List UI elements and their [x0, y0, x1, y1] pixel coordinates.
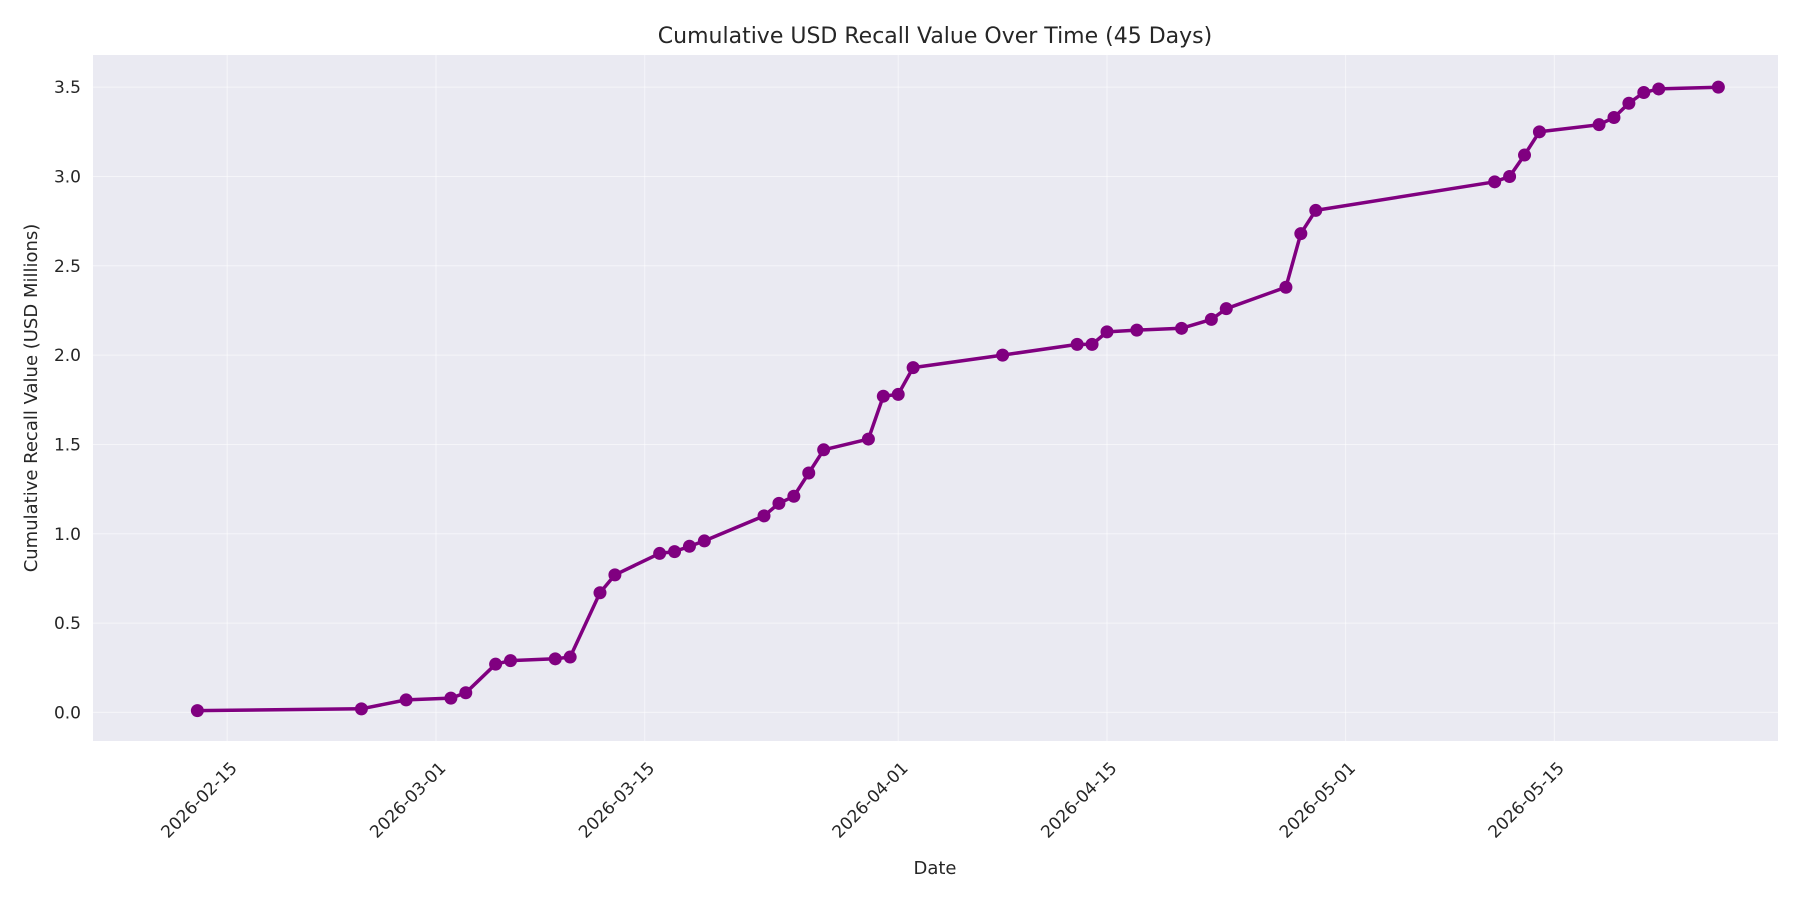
- data-point: [1070, 337, 1084, 351]
- data-point: [1711, 80, 1725, 94]
- data-point: [1309, 203, 1323, 217]
- data-point: [563, 650, 577, 664]
- data-point: [697, 534, 711, 548]
- data-point: [1518, 148, 1532, 162]
- data-point: [1130, 323, 1144, 337]
- y-tick-label: 1.0: [54, 525, 81, 545]
- data-point: [504, 654, 518, 668]
- x-grid-lines: [226, 55, 1555, 741]
- x-axis-ticks: 2026-02-15 2026-03-01 2026-03-15 2026-04-01…: [158, 759, 1569, 843]
- data-point: [653, 546, 667, 560]
- data-point: [548, 652, 562, 666]
- x-tick-label: 2026-04-15: [1037, 759, 1121, 843]
- data-point: [1175, 321, 1189, 335]
- data-point: [1592, 118, 1606, 132]
- x-tick-label: 2026-03-01: [366, 759, 450, 843]
- data-point: [817, 443, 831, 457]
- series-layer: [190, 80, 1725, 718]
- y-axis-label: Cumulative Recall Value (USD Millions): [21, 224, 42, 573]
- data-point: [608, 568, 622, 582]
- x-tick-label: 2026-04-01: [829, 759, 913, 843]
- y-tick-label: 0.0: [54, 703, 81, 723]
- data-point: [772, 496, 786, 510]
- y-tick-label: 1.5: [54, 435, 81, 455]
- data-point: [1637, 86, 1651, 100]
- data-point: [906, 361, 920, 375]
- data-point: [354, 702, 368, 716]
- data-point: [802, 466, 816, 480]
- data-point: [1100, 325, 1114, 339]
- data-point: [757, 509, 771, 523]
- data-point: [1488, 175, 1502, 189]
- x-axis-label: Date: [913, 858, 956, 879]
- data-point: [891, 387, 905, 401]
- data-point: [1219, 302, 1233, 316]
- data-point: [1622, 96, 1636, 110]
- data-point: [861, 432, 875, 446]
- y-tick-label: 2.0: [54, 346, 81, 366]
- data-point: [459, 686, 473, 700]
- y-tick-label: 0.5: [54, 614, 81, 634]
- data-point: [876, 389, 890, 403]
- x-tick-label: 2026-03-15: [575, 759, 659, 843]
- plot-area: [93, 55, 1778, 741]
- data-point: [1607, 111, 1621, 125]
- data-point: [1279, 280, 1293, 294]
- data-point: [1204, 312, 1218, 326]
- data-point: [1294, 227, 1308, 241]
- data-point: [1503, 169, 1517, 183]
- x-tick-label: 2026-05-01: [1276, 759, 1360, 843]
- data-point: [593, 586, 607, 600]
- data-point: [996, 348, 1010, 362]
- chart-title: Cumulative USD Recall Value Over Time (4…: [658, 24, 1212, 49]
- y-tick-label: 3.5: [54, 78, 81, 98]
- data-point: [190, 704, 204, 718]
- x-tick-label: 2026-05-15: [1485, 759, 1569, 843]
- y-tick-label: 2.5: [54, 257, 81, 277]
- data-point: [489, 657, 503, 671]
- data-point: [1532, 125, 1546, 139]
- data-point: [668, 545, 682, 559]
- y-tick-label: 3.0: [54, 167, 81, 187]
- data-point: [399, 693, 413, 707]
- data-point: [444, 691, 458, 705]
- data-point: [1085, 337, 1099, 351]
- y-axis-ticks: 0.0 0.5 1.0 1.5 2.0 2.5 3.0 3.5: [54, 78, 81, 723]
- data-point: [1652, 82, 1666, 96]
- data-point: [682, 539, 696, 553]
- data-point: [787, 489, 801, 503]
- x-tick-label: 2026-02-15: [158, 759, 242, 843]
- y-grid-lines: [93, 86, 1778, 713]
